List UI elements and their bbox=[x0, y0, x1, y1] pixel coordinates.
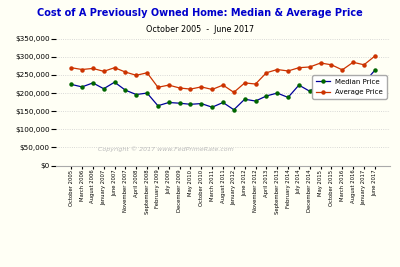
Text: Copyright © 2017 www.FedPrimeRate.com: Copyright © 2017 www.FedPrimeRate.com bbox=[98, 146, 234, 152]
Average Price bbox=[318, 61, 323, 65]
Average Price bbox=[188, 88, 193, 91]
Median Price bbox=[286, 96, 290, 99]
Median Price bbox=[253, 99, 258, 103]
Median Price bbox=[221, 101, 226, 104]
Median Price bbox=[188, 103, 193, 106]
Average Price bbox=[362, 63, 366, 66]
Average Price bbox=[275, 68, 280, 71]
Average Price bbox=[134, 74, 139, 77]
Average Price bbox=[210, 88, 214, 91]
Median Price bbox=[80, 85, 84, 89]
Median Price bbox=[90, 81, 95, 85]
Average Price bbox=[166, 84, 171, 87]
Average Price bbox=[145, 71, 150, 74]
Median Price bbox=[329, 85, 334, 88]
Average Price bbox=[340, 68, 345, 72]
Average Price bbox=[112, 66, 117, 69]
Median Price bbox=[145, 92, 150, 95]
Median Price bbox=[362, 81, 366, 85]
Average Price bbox=[242, 81, 247, 85]
Average Price bbox=[329, 63, 334, 66]
Average Price bbox=[296, 66, 301, 69]
Average Price bbox=[177, 87, 182, 90]
Median Price bbox=[166, 101, 171, 104]
Text: October 2005  -  June 2017: October 2005 - June 2017 bbox=[146, 25, 254, 34]
Average Price bbox=[307, 65, 312, 69]
Median Price bbox=[242, 98, 247, 101]
Median Price bbox=[112, 81, 117, 84]
Average Price bbox=[221, 84, 226, 87]
Line: Average Price: Average Price bbox=[70, 54, 376, 94]
Median Price bbox=[351, 78, 356, 82]
Average Price bbox=[232, 91, 236, 94]
Median Price bbox=[123, 89, 128, 92]
Text: Cost of A Previously Owned Home: Median & Average Price: Cost of A Previously Owned Home: Median … bbox=[37, 8, 363, 18]
Average Price bbox=[123, 70, 128, 74]
Median Price bbox=[199, 102, 204, 105]
Average Price bbox=[156, 86, 160, 89]
Average Price bbox=[199, 85, 204, 89]
Median Price bbox=[318, 81, 323, 85]
Median Price bbox=[134, 93, 139, 96]
Median Price bbox=[275, 92, 280, 95]
Average Price bbox=[286, 69, 290, 73]
Median Price bbox=[340, 87, 345, 90]
Median Price bbox=[101, 87, 106, 90]
Median Price bbox=[372, 69, 377, 72]
Median Price bbox=[232, 108, 236, 111]
Legend: Median Price, Average Price: Median Price, Average Price bbox=[312, 75, 386, 99]
Median Price bbox=[69, 83, 74, 86]
Average Price bbox=[80, 68, 84, 71]
Average Price bbox=[351, 61, 356, 64]
Average Price bbox=[90, 67, 95, 70]
Median Price bbox=[156, 104, 160, 107]
Average Price bbox=[253, 83, 258, 86]
Average Price bbox=[264, 71, 269, 74]
Average Price bbox=[69, 66, 74, 69]
Average Price bbox=[101, 70, 106, 73]
Median Price bbox=[264, 94, 269, 97]
Median Price bbox=[307, 90, 312, 93]
Median Price bbox=[296, 84, 301, 87]
Average Price bbox=[372, 54, 377, 58]
Median Price bbox=[210, 105, 214, 109]
Line: Median Price: Median Price bbox=[70, 69, 376, 111]
Median Price bbox=[177, 102, 182, 105]
